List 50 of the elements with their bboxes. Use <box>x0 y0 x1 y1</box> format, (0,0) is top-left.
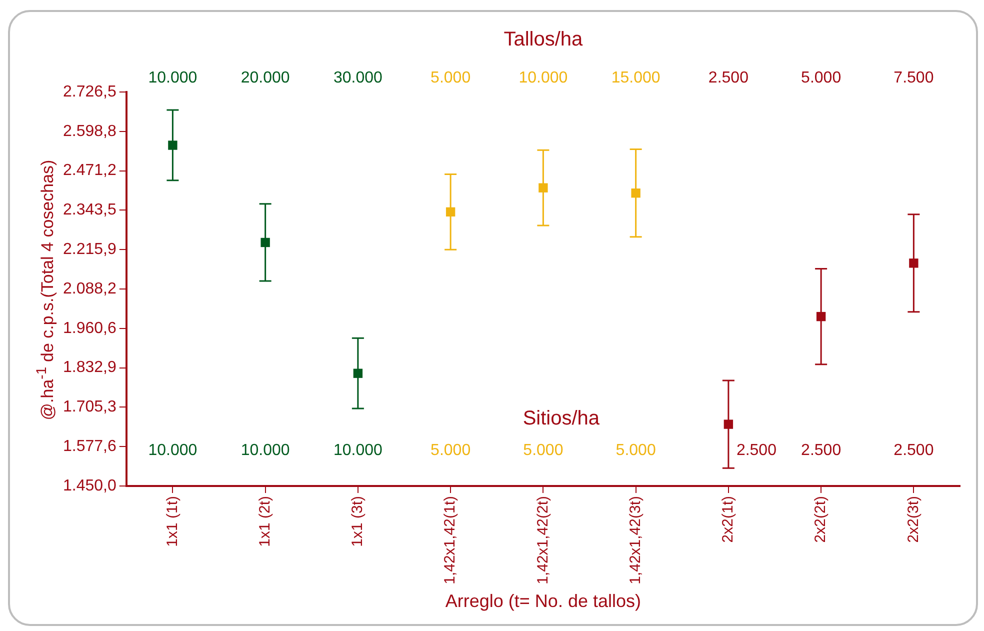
text: 7.500 <box>894 69 934 86</box>
text: 10.000 <box>518 69 568 86</box>
y-tick-label: 2.726,5 <box>62 83 116 100</box>
annotation: 2.500 <box>894 442 934 459</box>
annotation: 10.000 <box>148 442 198 459</box>
annotation: Sitios/ha <box>522 408 600 430</box>
annotation: 10.000 <box>240 442 290 459</box>
text: 15.000 <box>611 69 660 86</box>
x-tick-label: 2x2(3t) <box>904 496 922 543</box>
x-axis-title: Arreglo (t= No. de tallos) <box>445 591 641 612</box>
x-tick-label: 2x2(2t) <box>812 496 830 543</box>
text: Tallos/ha <box>504 28 584 51</box>
x-tick-label: 1,42x1,42(3t) <box>626 496 644 584</box>
text: 20.000 <box>240 69 290 86</box>
point <box>260 238 270 248</box>
text: 30.000 <box>333 69 383 86</box>
point <box>538 183 548 192</box>
y-tick-label: 1.705,3 <box>62 398 116 416</box>
annotation: 5.000 <box>430 442 471 459</box>
point <box>724 420 734 429</box>
y-tick-label: 2.215,9 <box>62 241 116 258</box>
y-tick-label: 2.343,5 <box>62 202 116 219</box>
point <box>446 207 456 217</box>
text: 2.500 <box>708 69 749 86</box>
point <box>909 258 918 268</box>
point <box>631 188 640 198</box>
y-tick-label: 2.598,8 <box>62 122 116 140</box>
x-tick-label: 1,42x1,42(1t) <box>442 496 459 584</box>
x-tick-label: 1x1 (3t) <box>349 496 366 547</box>
text: 5.000 <box>430 69 471 86</box>
annotation: 10.000 <box>333 442 383 459</box>
annotation: 2.500 <box>801 442 842 459</box>
x-tick-label: 1,42x1,42(2t) <box>534 496 552 584</box>
annotation: 2.500 <box>736 442 777 459</box>
annotation: 5.000 <box>523 442 564 459</box>
text: 10.000 <box>148 69 198 86</box>
x-tick-label: 1x1 (1t) <box>164 496 181 547</box>
point <box>816 312 826 322</box>
annotation: 5.000 <box>616 442 656 459</box>
point <box>168 140 178 150</box>
point <box>353 368 363 378</box>
y-tick-label: 2.088,2 <box>62 280 116 298</box>
y-tick-label: 2.471,2 <box>62 162 116 180</box>
y-tick-label: 1.450,0 <box>62 477 116 494</box>
y-tick-label: 1.577,6 <box>62 438 116 456</box>
y-tick-label: 1.960,6 <box>62 320 116 337</box>
x-tick-label: 1x1 (2t) <box>256 496 274 547</box>
text: 5.000 <box>801 69 842 86</box>
x-tick-label: 2x2(1t) <box>720 496 737 543</box>
y-tick-label: 1.832,9 <box>62 359 116 376</box>
